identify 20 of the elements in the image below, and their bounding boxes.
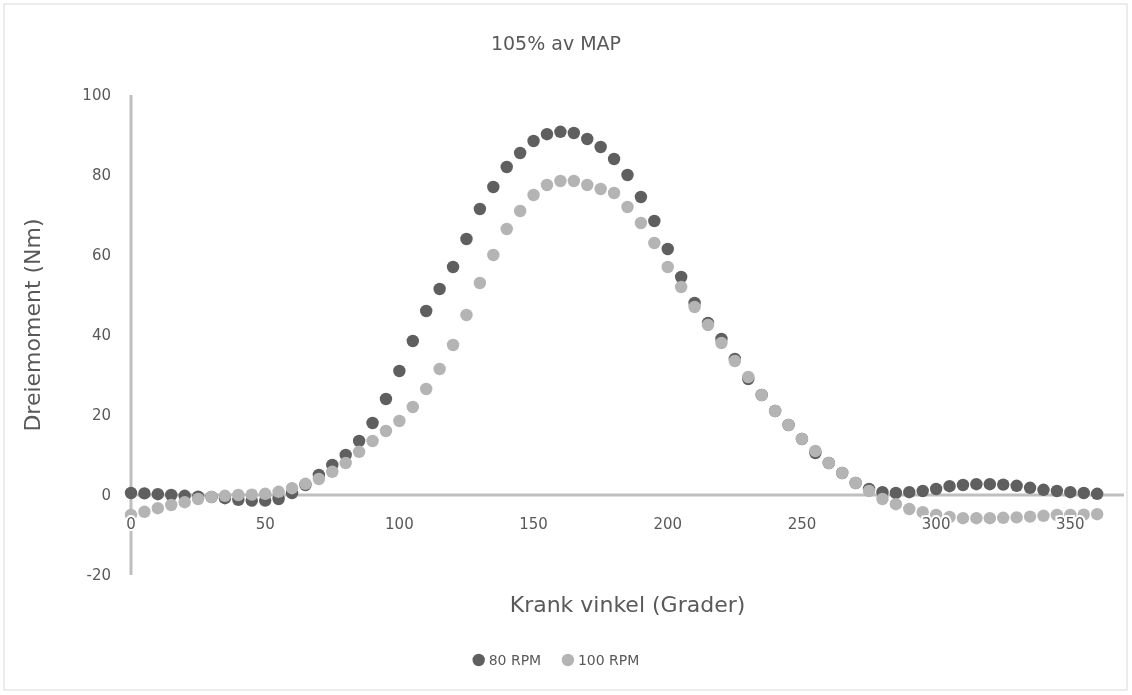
y-tick-label: 20: [91, 406, 111, 424]
legend-label: 100 RPM: [577, 652, 640, 668]
y-tick-label: 60: [91, 246, 111, 264]
x-tick-label: 350: [1056, 515, 1085, 533]
y-tick-label: -20: [86, 566, 111, 584]
y-tick-label: 0: [101, 486, 111, 504]
y-tick-label: 100: [82, 86, 111, 104]
x-tick-label: 50: [255, 515, 275, 533]
chart-title: 105% av MAP: [490, 32, 622, 54]
x-tick-label: 0: [126, 515, 136, 533]
x-tick-label: 300: [921, 515, 951, 533]
x-tick-label: 150: [519, 515, 548, 533]
x-axis-title: Krank vinkel (Grader): [509, 592, 746, 617]
y-tick-label: 80: [91, 166, 111, 184]
x-tick-label: 250: [787, 515, 817, 533]
x-tick-label: 100: [385, 515, 414, 533]
y-axis-title: Dreiemoment (Nm): [20, 218, 45, 432]
legend-label: 80 RPM: [488, 652, 542, 668]
x-tick-label: 200: [653, 515, 683, 533]
y-tick-label: 40: [91, 326, 111, 344]
